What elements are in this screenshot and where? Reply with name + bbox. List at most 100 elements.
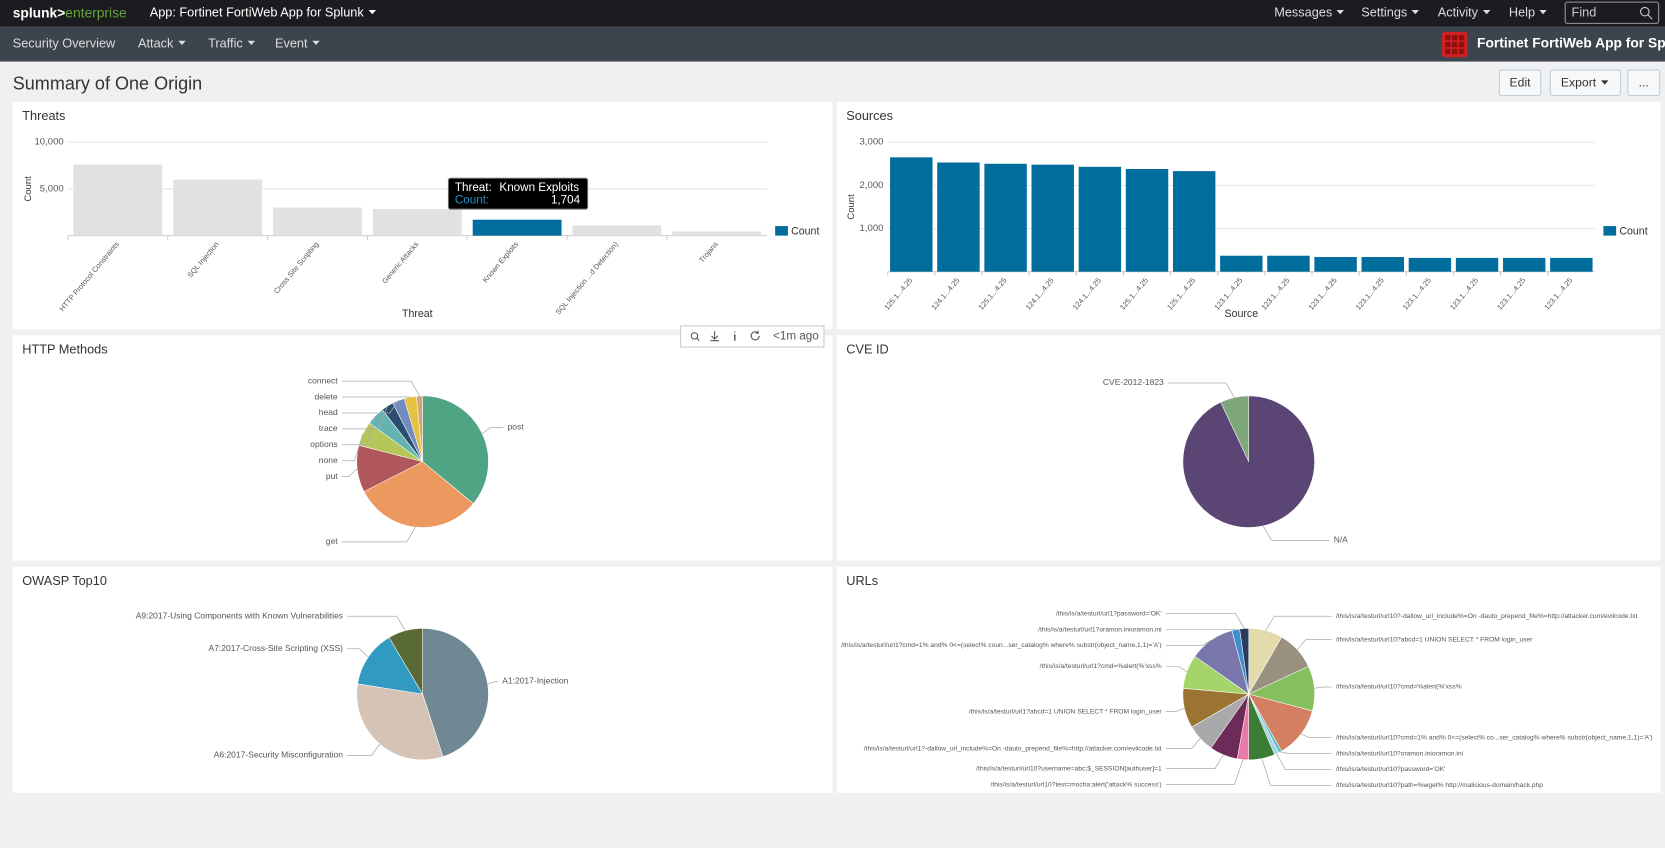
app-logo-cell xyxy=(1458,48,1465,55)
pie-label: /this/is/a/testurl/url10?abcd=1 UNION SE… xyxy=(1336,636,1533,643)
logo-product: enterprise xyxy=(65,5,127,20)
y-tick-label: 1,000 xyxy=(860,223,884,234)
panel-title: Sources xyxy=(846,108,893,123)
app-logo-cell xyxy=(1452,35,1458,41)
pie-label: /this/is/a/testurl/url1?abcd=1 UNION SEL… xyxy=(969,708,1163,715)
dropdown-caret xyxy=(1539,10,1547,15)
pie-label: /this/is/a/testurl/url10?oramon.inioramo… xyxy=(1336,750,1464,757)
bar xyxy=(472,219,562,236)
pie-label: /this/is/a/testurl/url1?-dallow_url_incl… xyxy=(864,745,1162,752)
pie-label: put xyxy=(326,471,338,481)
pie-label: A6:2017-Security Misconfiguration xyxy=(214,750,344,760)
panel-title: Threats xyxy=(22,108,65,123)
leader-line xyxy=(347,743,381,756)
legend-swatch xyxy=(775,226,788,236)
button[interactable] xyxy=(1498,69,1542,97)
search-placeholder: Find xyxy=(1572,5,1597,20)
leader-line xyxy=(1300,733,1332,738)
x-axis-title: Source xyxy=(1225,308,1259,320)
leader-line xyxy=(487,681,499,685)
bar xyxy=(1502,257,1546,272)
nav-menu[interactable]: Settings xyxy=(1361,5,1407,20)
bar xyxy=(1125,168,1169,272)
pie-label: /this/is/a/testurl/url10?path=%wget% htt… xyxy=(1336,782,1543,789)
leader-line xyxy=(1261,758,1332,786)
tooltip xyxy=(447,177,589,210)
nav-menu[interactable]: Help xyxy=(1509,5,1535,20)
bar xyxy=(1314,257,1357,272)
app-logo-cell xyxy=(1458,35,1465,41)
pie-label: /this/is/a/testurl/url10?cmd=%alert(%'xs… xyxy=(1336,684,1462,691)
pie-label: post xyxy=(508,422,525,432)
bar xyxy=(1078,166,1122,272)
nav-menu[interactable]: Activity xyxy=(1438,5,1479,20)
bar xyxy=(73,164,163,236)
app-logo-cell xyxy=(1452,41,1458,48)
leader-line xyxy=(1168,382,1235,398)
bar xyxy=(1267,255,1310,272)
dropdown-caret xyxy=(1336,10,1344,15)
x-axis-title: Threat xyxy=(402,308,433,320)
leader-line xyxy=(341,433,364,462)
tooltip-value: 1,704 xyxy=(551,194,581,207)
button[interactable] xyxy=(1549,69,1621,97)
app-bar xyxy=(0,26,1665,62)
button[interactable] xyxy=(1627,69,1661,97)
tooltip-key-label: Threat: xyxy=(455,181,492,194)
pie-label: /this/is/a/testurl/url10?username=abc;$_… xyxy=(976,765,1162,772)
pie-label: /this/is/a/testurl/url1?cmd=%alert(%'xss… xyxy=(1040,663,1162,670)
y-tick-label: 2,000 xyxy=(860,180,884,191)
bar xyxy=(672,231,762,236)
dropdown-caret xyxy=(247,40,256,46)
search-button[interactable] xyxy=(690,332,699,340)
leader-line xyxy=(1165,738,1201,749)
button-label: ... xyxy=(1639,76,1649,90)
app-logo-cell xyxy=(1452,48,1458,55)
leader-line xyxy=(1280,751,1332,754)
bar xyxy=(1408,257,1452,272)
nav-menu[interactable]: Messages xyxy=(1274,5,1332,20)
app-nav-item[interactable]: Security Overview xyxy=(13,35,116,50)
panel-title: URLs xyxy=(846,573,878,588)
pie-label: A7:2017-Cross-Site Scripting (XSS) xyxy=(209,643,344,653)
refresh-time: <1m ago xyxy=(773,330,819,343)
app-nav-item[interactable]: Event xyxy=(275,35,308,50)
pie-label: delete xyxy=(315,391,338,401)
pie-label: /this/is/a/testurl/url10?-dallow_url_inc… xyxy=(1336,613,1638,620)
pie-label: /this/is/a/testurl/url1?oramon.inioramon… xyxy=(1038,626,1162,633)
search-box[interactable] xyxy=(1564,1,1660,24)
panel-title: OWASP Top10 xyxy=(22,573,107,588)
legend-label: Count xyxy=(1619,226,1647,238)
leader-line xyxy=(1297,639,1332,650)
pie-label: CVE-2012-1823 xyxy=(1103,377,1164,387)
bar xyxy=(372,208,462,236)
app-nav-item[interactable]: Traffic xyxy=(208,35,243,50)
export-button[interactable] xyxy=(710,331,719,342)
bar xyxy=(1220,255,1263,272)
app-menu[interactable]: App: Fortinet FortiWeb App for Splunk xyxy=(150,5,365,20)
bar xyxy=(937,162,980,272)
app-logo-cell xyxy=(1458,41,1465,48)
leader-line xyxy=(347,648,369,658)
pie-label: /this/is/a/testurl/url10?cmd=1% and% 0<=… xyxy=(1336,734,1653,741)
leader-line xyxy=(1165,613,1245,629)
refresh-button[interactable] xyxy=(750,330,760,341)
pie-label: connect xyxy=(308,375,338,385)
leader-line xyxy=(341,380,420,397)
dropdown-caret xyxy=(1411,10,1419,15)
pie-slice xyxy=(357,637,424,695)
button-label: Export xyxy=(1561,76,1597,90)
pie-label: /this/is/a/testurl/url1?password='OK' xyxy=(1056,610,1162,617)
bar xyxy=(984,163,1027,272)
search-icon xyxy=(1640,6,1650,17)
app-title: Fortinet FortiWeb App for Splunk xyxy=(1477,36,1665,51)
leader-line xyxy=(341,415,376,446)
leader-line xyxy=(1165,759,1244,785)
logo[interactable]: splunk>enterprise xyxy=(13,5,127,20)
dashboard-title: Summary of One Origin xyxy=(13,74,202,94)
pie-label: none xyxy=(319,455,338,465)
leader-line xyxy=(341,400,399,414)
y-tick-label: 5,000 xyxy=(40,183,64,194)
app-nav-item[interactable]: Attack xyxy=(138,35,174,50)
y-tick-label: 3,000 xyxy=(860,137,884,148)
